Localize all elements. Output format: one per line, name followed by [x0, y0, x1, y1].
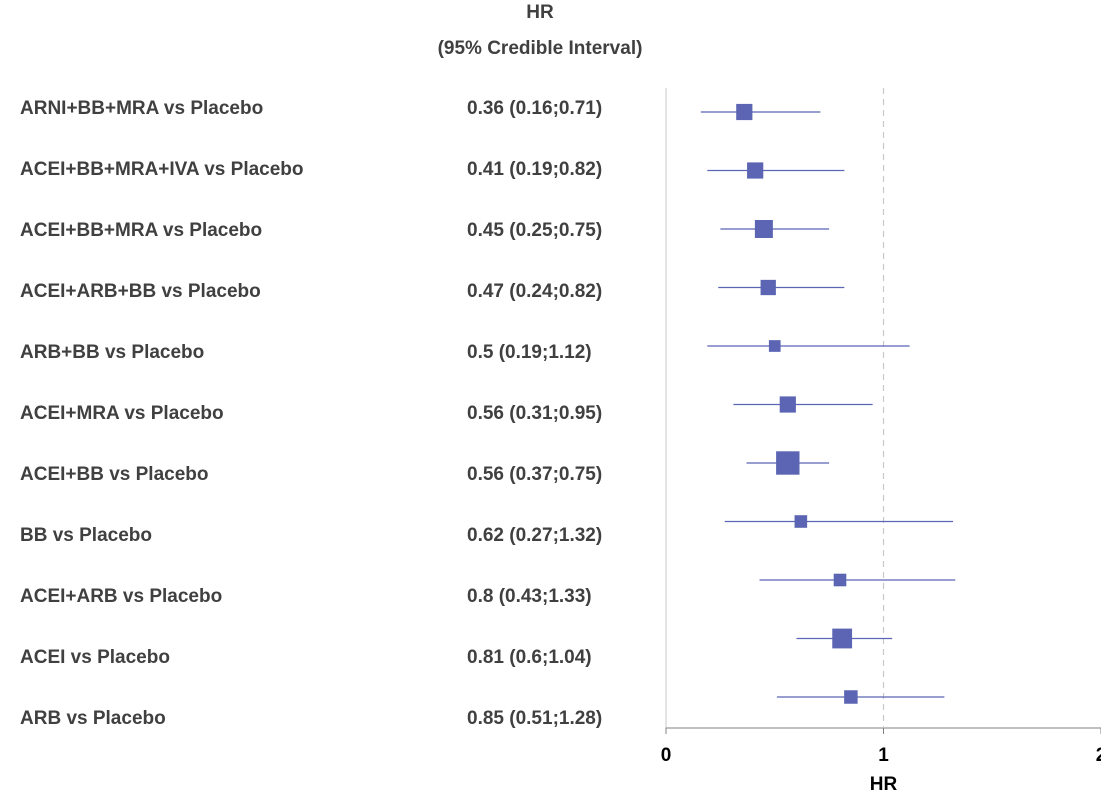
hr-marker — [832, 628, 853, 649]
hr-marker — [833, 573, 847, 587]
row-ci-text: 0.85 (0.51;1.28) — [467, 708, 603, 729]
row-label: ACEI+MRA vs Placebo — [20, 403, 224, 424]
row-ci-text: 0.41 (0.19;0.82) — [467, 159, 603, 180]
x-tick-label: 0 — [661, 745, 672, 766]
row-label: ARB vs Placebo — [20, 708, 166, 729]
row-ci-text: 0.81 (0.6;1.04) — [467, 647, 592, 668]
x-axis-label: HR — [870, 774, 898, 795]
hr-marker — [736, 103, 753, 121]
row-label: ARB+BB vs Placebo — [20, 342, 205, 363]
row-label: ACEI vs Placebo — [20, 647, 170, 668]
hr-marker — [768, 340, 781, 352]
hr-marker — [754, 220, 773, 238]
hr-marker — [747, 162, 764, 179]
row-ci-text: 0.56 (0.31;0.95) — [467, 403, 603, 424]
hr-marker — [779, 396, 796, 413]
row-label: BB vs Placebo — [20, 525, 152, 546]
hr-marker — [844, 690, 858, 704]
row-ci-text: 0.36 (0.16;0.71) — [467, 98, 603, 119]
hr-marker — [794, 515, 808, 528]
header-ci: (95% Credible Interval) — [437, 38, 643, 59]
row-label: ACEI+BB vs Placebo — [20, 464, 209, 485]
row-ci-text: 0.47 (0.24;0.82) — [467, 281, 603, 302]
row-ci-text: 0.56 (0.37;0.75) — [467, 464, 603, 485]
header-hr: HR — [526, 2, 554, 23]
row-label: ACEI+ARB vs Placebo — [20, 586, 223, 607]
hr-marker — [760, 279, 776, 296]
row-label: ARNI+BB+MRA vs Placebo — [20, 98, 264, 119]
hr-marker — [776, 451, 800, 475]
row-ci-text: 0.8 (0.43;1.33) — [467, 586, 592, 607]
x-tick-label: 2 — [1096, 745, 1101, 766]
row-label: ACEI+BB+MRA vs Placebo — [20, 220, 263, 241]
row-ci-text: 0.45 (0.25;0.75) — [467, 220, 603, 241]
x-tick-label: 1 — [878, 745, 889, 766]
row-ci-text: 0.5 (0.19;1.12) — [467, 342, 592, 363]
row-ci-text: 0.62 (0.27;1.32) — [467, 525, 603, 546]
row-label: ACEI+ARB+BB vs Placebo — [20, 281, 261, 302]
row-label: ACEI+BB+MRA+IVA vs Placebo — [20, 159, 304, 180]
